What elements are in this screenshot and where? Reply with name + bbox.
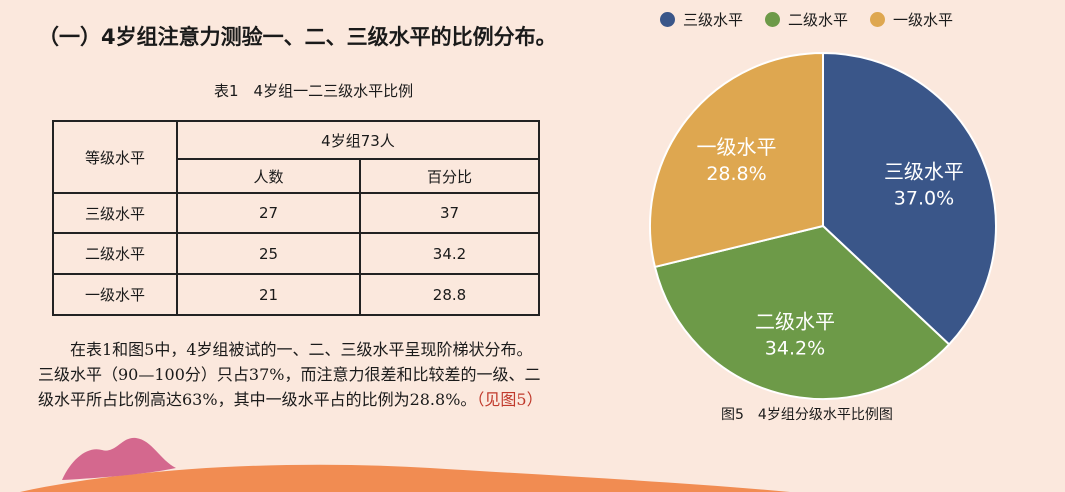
paragraph-text: 在表1和图5中，4岁组被试的一、二、三级水平呈现阶梯状分布。三级水平（90—10… bbox=[38, 340, 541, 409]
slice-label: 一级水平 bbox=[697, 135, 777, 159]
table-row: 三级水平 27 37 bbox=[52, 192, 540, 234]
figure-reference-link: （见图5） bbox=[476, 390, 543, 409]
header-level: 等级水平 bbox=[52, 120, 178, 194]
pie-chart: 三级水平 37.0% 二级水平 34.2% 一级水平 28.8% bbox=[649, 51, 998, 400]
row-count: 21 bbox=[176, 273, 361, 316]
legend-swatch bbox=[765, 12, 781, 27]
chart-legend: 三级水平 二级水平 一级水平 bbox=[660, 9, 953, 30]
pie-slice bbox=[822, 51, 998, 346]
slice-value-label: 34.2% bbox=[765, 337, 825, 359]
table-caption: 表1 4岁组一二三级水平比例 bbox=[214, 82, 414, 100]
row-level: 二级水平 bbox=[52, 232, 178, 275]
decorative-hills bbox=[20, 437, 790, 492]
legend-item: 二级水平 bbox=[765, 9, 848, 30]
slice-label: 三级水平 bbox=[884, 159, 964, 183]
legend-label: 二级水平 bbox=[788, 11, 849, 29]
row-percent: 28.8 bbox=[359, 273, 540, 316]
orange-hill-shape bbox=[20, 464, 790, 492]
row-level: 三级水平 bbox=[52, 192, 178, 234]
header-percent: 百分比 bbox=[359, 158, 540, 194]
pie-slice bbox=[649, 51, 824, 269]
legend-label: 一级水平 bbox=[893, 11, 954, 29]
legend-label: 三级水平 bbox=[683, 11, 744, 29]
table-row: 二级水平 25 34.2 bbox=[52, 232, 540, 275]
pink-hill-shape bbox=[62, 437, 176, 480]
legend-item: 三级水平 bbox=[660, 9, 743, 30]
legend-swatch bbox=[870, 12, 886, 27]
row-level: 一级水平 bbox=[52, 273, 178, 316]
legend-swatch bbox=[660, 12, 675, 27]
header-group: 4岁组73人 bbox=[176, 120, 540, 160]
row-percent: 37 bbox=[359, 192, 540, 234]
page-title: （一）4岁组注意力测验一、二、三级水平的比例分布。 bbox=[38, 25, 557, 49]
pie-slice bbox=[653, 224, 951, 400]
row-count: 25 bbox=[176, 232, 361, 275]
header-count: 人数 bbox=[176, 158, 361, 194]
row-percent: 34.2 bbox=[359, 232, 540, 275]
figure-caption: 图5 4岁组分级水平比例图 bbox=[721, 407, 893, 423]
slice-label: 二级水平 bbox=[755, 309, 835, 333]
slice-value-label: 28.8% bbox=[706, 163, 766, 185]
slice-value-label: 37.0% bbox=[894, 187, 954, 209]
row-count: 27 bbox=[176, 192, 361, 234]
legend-item: 一级水平 bbox=[870, 9, 953, 30]
table-row: 一级水平 21 28.8 bbox=[52, 273, 540, 316]
level-ratio-table: 等级水平 4岁组73人 人数 百分比 三级水平 27 37 二级水平 25 34… bbox=[52, 120, 540, 316]
analysis-paragraph: 在表1和图5中，4岁组被试的一、二、三级水平呈现阶梯状分布。三级水平（90—10… bbox=[38, 337, 548, 412]
